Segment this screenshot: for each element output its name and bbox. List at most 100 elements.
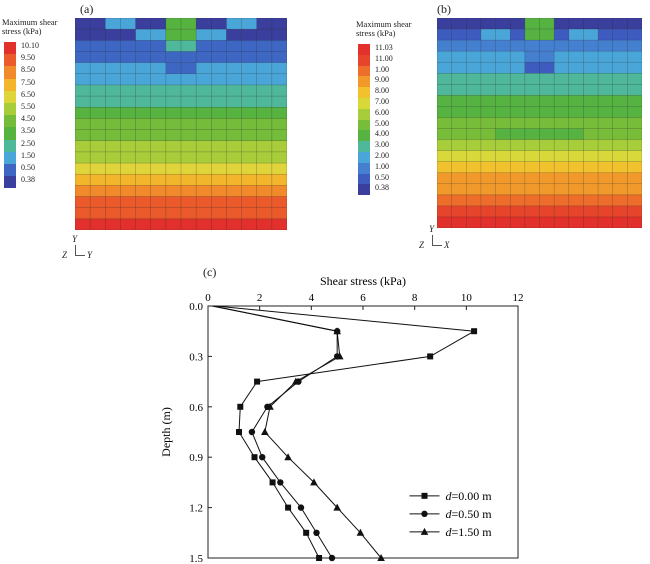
contour-cell (165, 185, 182, 197)
contour-cell (524, 183, 540, 196)
contour-cell (451, 205, 467, 218)
contour-cell (480, 18, 496, 30)
contour-cell (90, 73, 106, 86)
contour-cell (466, 183, 482, 196)
contour-cell (612, 128, 628, 140)
contour-cell (554, 29, 570, 41)
contour-cell (75, 218, 91, 230)
contour-cell (539, 128, 555, 140)
contour-cell (181, 107, 197, 119)
contour-cell (451, 139, 467, 151)
contour-cell (271, 73, 287, 86)
contour-cell (211, 129, 227, 142)
contour-cell (105, 29, 121, 41)
contour-cell (181, 96, 197, 108)
contour-cell (165, 129, 182, 142)
contour-cell (181, 196, 197, 208)
contour-cell (627, 161, 642, 174)
contour-cell (226, 174, 242, 186)
contour-cell (612, 216, 628, 228)
contour-cell (510, 62, 526, 74)
contour-cell (583, 128, 599, 140)
contour-cell (510, 216, 526, 228)
contour-cell (271, 51, 287, 63)
contour-cell (554, 95, 570, 107)
panel-b-axis-up-label: Y (429, 224, 435, 234)
data-point (266, 402, 274, 410)
contour-cell (627, 62, 642, 74)
contour-cell (211, 140, 227, 153)
contour-cell (539, 216, 555, 228)
contour-cell (437, 161, 452, 174)
contour-cell (135, 140, 152, 153)
contour-cell (120, 40, 136, 52)
contour-cell (451, 161, 467, 174)
contour-cell (256, 196, 273, 208)
contour-cell (256, 140, 273, 153)
contour-cell (105, 218, 121, 230)
contour-cell (90, 218, 106, 230)
contour-cell (495, 172, 511, 185)
contour-cell (165, 62, 182, 75)
contour-cell (510, 139, 526, 151)
contour-cell (165, 118, 182, 130)
contour-cell (196, 84, 212, 97)
contour-cell (598, 18, 614, 30)
contour-cell (466, 117, 482, 129)
contour-cell (105, 207, 121, 220)
contour-cell (271, 18, 287, 30)
data-point (313, 529, 320, 536)
panel-a-legend-swatch (4, 176, 16, 189)
contour-cell (583, 216, 599, 228)
contour-cell (451, 216, 467, 228)
contour-cell (539, 205, 555, 218)
panel-b-legend-label: 11.00 (375, 53, 393, 63)
contour-cell (120, 151, 136, 164)
contour-cell (226, 40, 242, 52)
panel-a-legend-swatch (4, 90, 16, 103)
contour-cell (568, 29, 584, 41)
contour-cell (211, 163, 227, 175)
panel-b-legend-swatch (358, 65, 370, 77)
contour-cell (135, 151, 152, 164)
contour-cell (150, 118, 167, 130)
contour-cell (480, 150, 496, 162)
contour-cell (510, 183, 526, 196)
contour-cell (495, 73, 511, 85)
contour-cell (437, 106, 452, 118)
contour-cell (90, 185, 106, 197)
contour-cell (466, 18, 482, 30)
contour-cell (150, 129, 167, 142)
contour-cell (150, 207, 167, 220)
contour-cell (211, 218, 227, 230)
contour-cell (241, 51, 258, 63)
contour-cell (211, 174, 227, 186)
contour-cell (120, 196, 136, 208)
contour-cell (598, 205, 614, 218)
contour-cell (524, 84, 540, 96)
contour-cell (524, 95, 540, 107)
contour-cell (539, 18, 555, 30)
contour-cell (120, 62, 136, 75)
contour-cell (524, 216, 540, 228)
panel-b-legend-label: 6.00 (375, 107, 389, 117)
panel-b-legend-swatch (358, 162, 370, 174)
x-tick-label: 4 (309, 292, 315, 304)
contour-cell (451, 128, 467, 140)
contour-cell (524, 161, 540, 174)
contour-cell (241, 163, 258, 175)
contour-cell (105, 107, 121, 119)
panel-a-legend-swatch (4, 164, 16, 177)
contour-cell (196, 51, 212, 63)
contour-cell (568, 183, 584, 196)
contour-cell (437, 183, 452, 196)
contour-cell (466, 150, 482, 162)
contour-cell (105, 51, 121, 63)
y-tick-label: 0.6 (189, 402, 203, 414)
panel-b-legend-label: 4.00 (375, 129, 389, 139)
contour-cell (437, 51, 452, 63)
contour-cell (451, 183, 467, 196)
contour-cell (196, 207, 212, 220)
contour-cell (583, 73, 599, 85)
contour-cell (583, 40, 599, 52)
